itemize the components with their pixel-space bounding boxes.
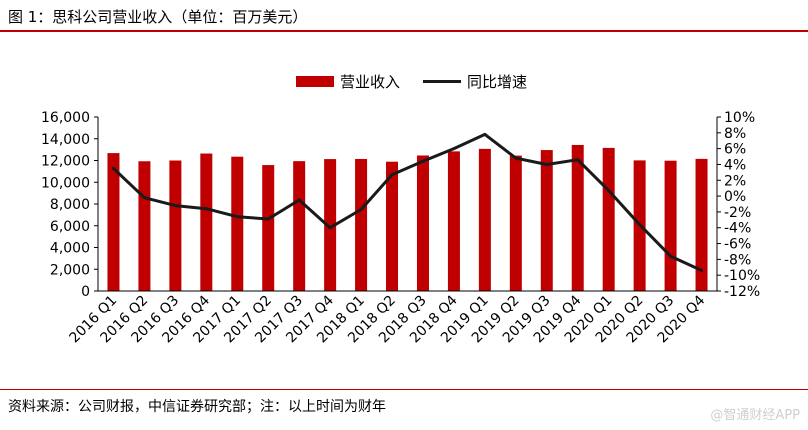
growth-polyline	[112, 132, 703, 272]
right-tick-label: 10%	[724, 110, 755, 126]
growth-point	[359, 208, 363, 212]
growth-point	[607, 189, 611, 193]
left-tick-label: 4,000	[50, 241, 90, 257]
growth-point	[669, 254, 673, 258]
right-tick-label: 2%	[724, 173, 746, 189]
revenue-bar	[293, 161, 306, 291]
right-tick-label: -2%	[724, 205, 751, 221]
growth-point	[297, 198, 301, 202]
growth-point	[266, 217, 270, 221]
right-tick-label: -6%	[724, 237, 751, 253]
growth-point	[545, 162, 549, 166]
revenue-bar	[231, 156, 244, 291]
revenue-bar	[571, 144, 584, 291]
source-note: 资料来源：公司财报，中信证券研究部；注：以上时间为财年	[8, 399, 386, 415]
axes: 0 2,000 4,000 6,000 8,000 10,000 12,000 14,000 1…	[41, 110, 760, 300]
revenue-bar	[138, 161, 151, 291]
revenue-bar	[447, 151, 460, 291]
growth-point	[700, 268, 704, 272]
growth-point	[204, 207, 208, 211]
left-tick-label: 2,000	[50, 262, 90, 278]
growth-line	[111, 132, 704, 272]
revenue-growth-chart: 营业收入 同比增速 0 2,000 4,000 6,000 8,000 10,000 12,0…	[41, 73, 760, 346]
bottom-rule	[0, 389, 808, 390]
revenue-bar	[664, 160, 677, 291]
revenue-bar	[169, 160, 182, 291]
revenue-bar	[107, 153, 120, 291]
left-tick-label: 10,000	[41, 175, 90, 191]
right-tick-label: 6%	[724, 142, 746, 158]
right-tick-label: -12%	[724, 284, 760, 300]
revenue-bar	[355, 158, 368, 291]
growth-point	[514, 156, 518, 160]
growth-point	[142, 196, 146, 200]
legend: 营业收入 同比增速	[296, 73, 527, 91]
legend-label-revenue: 营业收入	[340, 73, 400, 91]
right-tick-label: 4%	[724, 157, 746, 173]
left-tick-label: 14,000	[41, 132, 90, 148]
growth-point	[173, 204, 177, 208]
revenue-bar	[324, 159, 337, 291]
revenue-bar	[509, 155, 522, 291]
revenue-bar	[200, 153, 213, 291]
top-rule	[0, 30, 808, 32]
right-tick-label: -10%	[724, 268, 760, 284]
legend-label-growth: 同比增速	[467, 73, 527, 91]
left-tick-label: 16,000	[41, 110, 90, 126]
growth-point	[235, 215, 239, 219]
growth-point	[111, 166, 115, 170]
left-tick-label: 8,000	[50, 197, 90, 213]
growth-point	[576, 158, 580, 162]
growth-point	[421, 159, 425, 163]
watermark-text: @智通财经APP	[710, 408, 800, 423]
left-tick-label: 0	[81, 284, 90, 300]
revenue-bar	[602, 147, 615, 291]
left-tick-label: 6,000	[50, 219, 90, 235]
legend-swatch-revenue	[296, 76, 334, 87]
left-tick-label: 12,000	[41, 154, 90, 170]
growth-point	[638, 223, 642, 227]
growth-point	[390, 173, 394, 177]
revenue-bar	[478, 148, 491, 291]
revenue-bar	[386, 161, 399, 291]
revenue-bar	[540, 150, 553, 291]
growth-point	[328, 226, 332, 230]
revenue-bar	[262, 165, 275, 291]
right-tick-label: -8%	[724, 252, 751, 268]
chart-title: 图 1：思科公司营业收入（单位：百万美元）	[8, 8, 308, 26]
revenue-bar	[695, 158, 708, 291]
growth-point	[483, 132, 487, 136]
right-tick-label: -4%	[724, 221, 751, 237]
revenue-bar	[416, 155, 429, 291]
growth-point	[452, 147, 456, 151]
right-tick-label: 8%	[724, 126, 746, 142]
right-tick-label: 0%	[724, 189, 746, 205]
